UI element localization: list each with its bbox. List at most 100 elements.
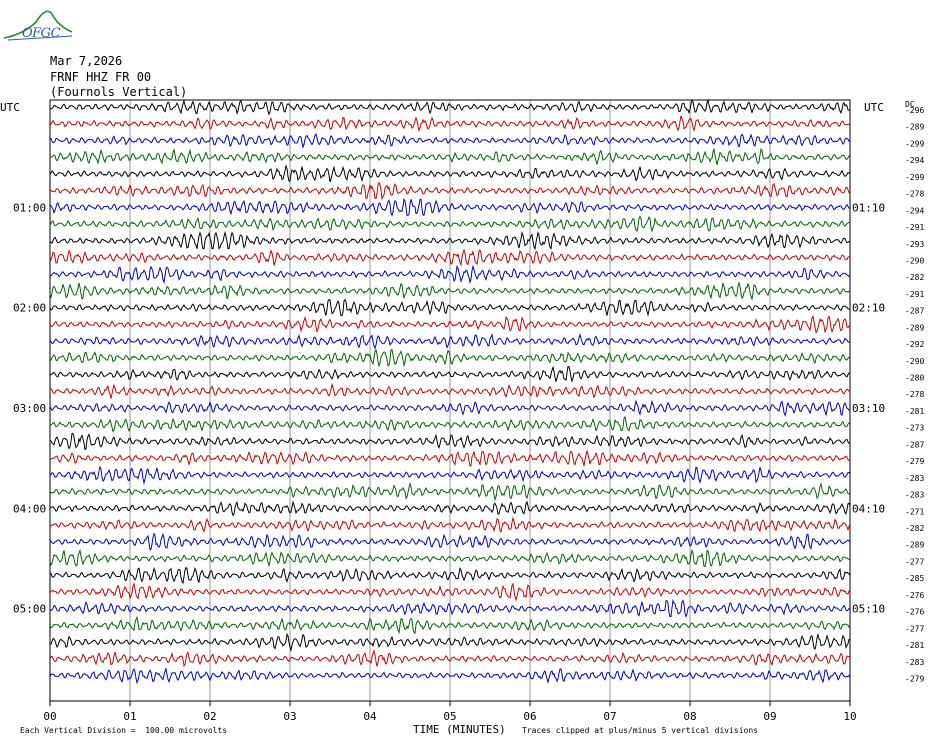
right-utc-title: UTC [864,101,884,114]
dc-offset-label: -281 [905,641,924,650]
trace-line [49,450,851,467]
trace-line [49,98,851,116]
trace-line [49,432,851,451]
trace-line [49,566,851,585]
trace-line [49,164,851,183]
dc-offset-label: -283 [905,658,924,667]
trace-line [49,667,851,685]
trace-line [49,264,851,285]
trace-line [49,248,851,267]
right-hour-label: 02:10 [852,302,885,315]
trace-line [49,532,851,551]
ofgc-logo [3,10,73,41]
dc-offset-label: -283 [905,491,924,500]
dc-offset-label: -278 [905,190,924,199]
trace-line [49,230,851,251]
trace-line [49,598,851,619]
left-hour-label: 02:00 [13,302,46,315]
x-axis-title: TIME (MINUTES) [413,723,506,736]
left-hour-label: 04:00 [13,502,46,515]
x-tick-label: 01 [123,710,136,723]
dc-offset-label: -299 [905,173,924,182]
trace-line [49,415,851,433]
trace-line [49,281,851,301]
trace-line [49,649,851,668]
dc-offset-label: -282 [905,524,924,533]
dc-offset-label: -291 [905,223,924,232]
dc-offset-label: -273 [905,424,924,433]
x-tick-label: 08 [683,710,696,723]
x-tick-label: 09 [763,710,776,723]
left-utc-title: UTC [0,101,20,114]
dc-offset-label: -290 [905,357,924,366]
trace-line [49,365,851,383]
trace-line [49,516,851,533]
dc-offset-label: -290 [905,256,924,265]
dc-offset-label: -271 [905,507,924,516]
dc-offset-label: -278 [905,390,924,399]
trace-line [49,615,851,635]
x-tick-label: 10 [843,710,856,723]
dc-offset-label: -276 [905,608,924,617]
trace-line [49,315,851,334]
dc-offset-label: -285 [905,574,924,583]
trace-line [49,298,851,317]
dc-offset-label: -282 [905,273,924,282]
dc-offset-label: -287 [905,307,924,316]
dc-offset-label: -296 [905,106,924,115]
trace-line [49,181,851,201]
trace-line [49,348,851,368]
trace-line [49,197,851,217]
station-label: FRNF HHZ FR 00 [50,70,152,84]
trace-line [49,133,851,149]
dc-offset-label: -287 [905,440,924,449]
left-hour-label: 05:00 [13,603,46,616]
dc-offset-label: -292 [905,340,924,349]
trace-line [49,333,851,350]
x-tick-label: 00 [43,710,56,723]
right-hour-label: 03:10 [852,402,885,415]
trace-line [49,548,851,567]
dc-offset-label: -277 [905,624,924,633]
trace-line [49,500,851,517]
dc-offset-label: -276 [905,591,924,600]
dc-offset-label: -279 [905,674,924,683]
footer-scale-note: Each Vertical Division = 100.00 microvol… [20,726,228,735]
trace-line [49,582,851,602]
trace-line [49,399,851,417]
dc-offset-label: -291 [905,290,924,299]
location-label: (Fournols Vertical) [50,85,188,99]
right-hour-label: 04:10 [852,502,885,515]
trace-line [49,465,851,485]
left-hour-label: 03:00 [13,402,46,415]
trace-line [49,481,851,502]
trace-line [49,115,851,132]
trace-line [49,147,851,166]
trace-line [49,215,851,233]
x-tick-label: 02 [203,710,216,723]
dc-offset-label: -277 [905,557,924,566]
date-label: Mar 7,2026 [50,54,123,68]
trace-line [49,382,851,399]
trace-line [49,632,851,653]
dc-offset-label: -279 [905,457,924,466]
dc-offset-label: -289 [905,541,924,550]
dc-offset-label: -280 [905,374,924,383]
dc-title: DC [905,100,915,109]
dc-offset-label: -293 [905,240,924,249]
logo-text: OFGC [22,26,61,41]
x-tick-label: 07 [603,710,616,723]
dc-offset-label: -294 [905,156,924,165]
x-tick-label: 04 [363,710,377,723]
left-hour-label: 01:00 [13,201,46,214]
dc-offset-label: -289 [905,123,924,132]
right-hour-label: 05:10 [852,603,885,616]
dc-offset-label: -283 [905,474,924,483]
dc-offset-label: -299 [905,139,924,148]
right-hour-label: 01:10 [852,201,885,214]
dc-offset-label: -294 [905,206,924,215]
dc-offset-label: -289 [905,323,924,332]
footer-clip-note: Traces clipped at plus/minus 5 vertical … [522,726,759,735]
x-tick-label: 03 [283,710,296,723]
